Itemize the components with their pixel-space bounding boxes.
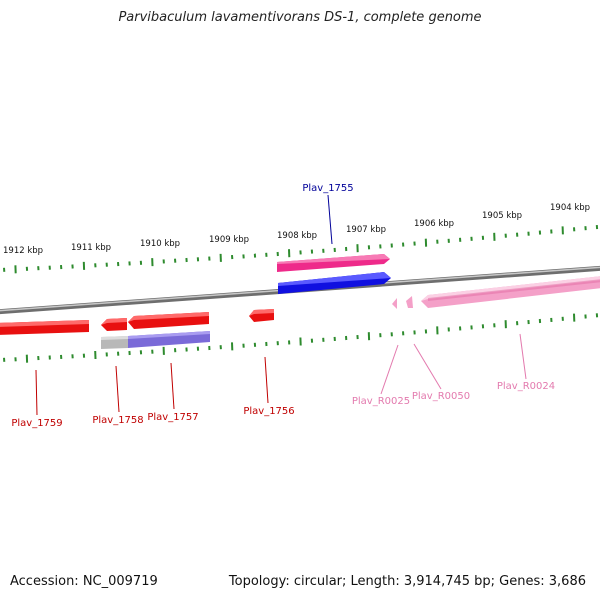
callout-line-plav-1758: [115, 365, 120, 413]
rna-plav-r0025-arrow[interactable]: [392, 298, 397, 309]
ruler-label-1912: 1912 kbp: [3, 246, 43, 256]
callout-line-plav-r0024: [519, 333, 527, 380]
feature-purple-lower[interactable]: [128, 331, 210, 348]
genome-summary-text: Topology: circular; Length: 3,914,745 bp…: [228, 574, 586, 589]
genome-title: Parvibaculum lavamentivorans DS-1, compl…: [118, 10, 482, 25]
lower-ruler-ticks: [3, 313, 599, 363]
gene-label-plav-1758[interactable]: Plav_1758: [92, 415, 143, 426]
gene-label-plav-1759[interactable]: Plav_1759: [11, 418, 62, 429]
ruler-label-1911: 1911 kbp: [71, 243, 111, 253]
callout-line-plav-1756: [264, 356, 269, 404]
accession-text: Accession: NC_009719: [10, 574, 158, 589]
ruler-label-1910: 1910 kbp: [140, 239, 180, 249]
rna-plav-r0050-arrow[interactable]: [406, 296, 413, 308]
feature-pink-upper[interactable]: [277, 254, 390, 272]
ruler-label-1908: 1908 kbp: [277, 231, 317, 241]
ruler-label-1909: 1909 kbp: [209, 235, 249, 245]
upper-ruler-ticks: [3, 225, 599, 274]
gene-label-plav-1755[interactable]: Plav_1755: [302, 183, 353, 194]
ruler-label-1906: 1906 kbp: [414, 219, 454, 229]
ruler-label-1907: 1907 kbp: [346, 225, 386, 235]
gene-plav-1755-arrow[interactable]: [278, 272, 391, 294]
gene-plav-1756-arrow[interactable]: [249, 309, 274, 322]
callout-line-plav-1759: [35, 369, 38, 416]
callout-line-plav-1755: [327, 194, 333, 245]
callout-line-plav-r0025: [380, 344, 399, 395]
gene-label-plav-r0025[interactable]: Plav_R0025: [352, 396, 410, 407]
gene-labels: Plav_1755 Plav_1759 Plav_1758 Plav_1757 …: [11, 183, 555, 429]
gene-plav-1757-arrow[interactable]: [128, 312, 209, 329]
gene-label-plav-1756[interactable]: Plav_1756: [243, 406, 294, 417]
ruler-label-1904: 1904 kbp: [550, 203, 590, 213]
gene-label-plav-r0024[interactable]: Plav_R0024: [497, 381, 555, 392]
ruler-label-1905: 1905 kbp: [482, 211, 522, 221]
callout-line-plav-1757: [170, 362, 175, 410]
gene-plav-1759-arrow[interactable]: [0, 320, 89, 335]
gene-label-plav-r0050[interactable]: Plav_R0050: [412, 391, 470, 402]
gene-plav-1758-arrow[interactable]: [101, 318, 127, 331]
feature-gray-lower[interactable]: [101, 336, 128, 349]
callout-line-plav-r0050: [413, 343, 442, 390]
ruler-labels: 1912 kbp 1911 kbp 1910 kbp 1909 kbp 1908…: [3, 203, 590, 256]
rna-plav-r0024-arrow[interactable]: [421, 276, 600, 308]
gene-label-plav-1757[interactable]: Plav_1757: [147, 412, 198, 423]
